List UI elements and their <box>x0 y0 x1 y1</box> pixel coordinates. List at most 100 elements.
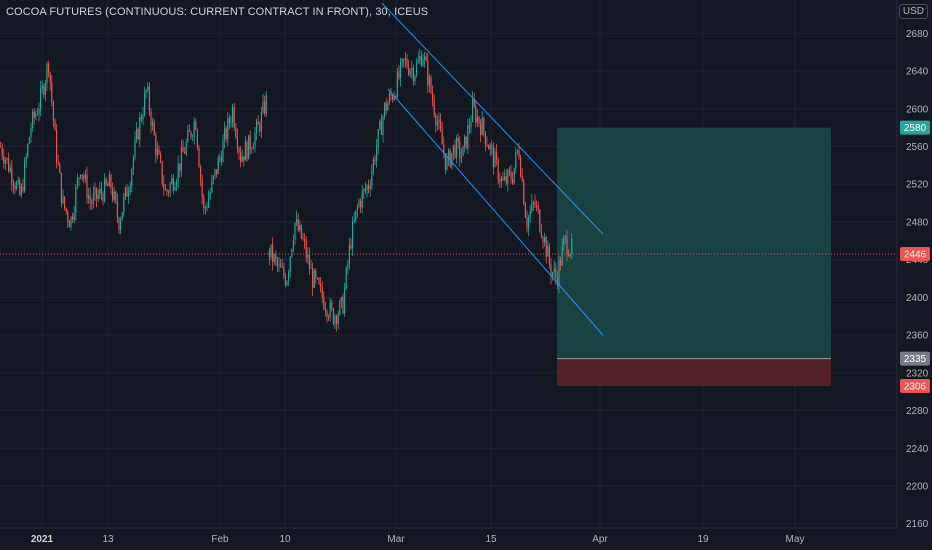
candle-body <box>304 239 306 242</box>
candle-body <box>492 146 494 168</box>
candle-body <box>497 159 499 180</box>
candle-body <box>539 209 541 232</box>
candle-body <box>243 156 245 161</box>
candle-body <box>323 297 325 309</box>
candle-body <box>331 302 333 309</box>
candle-body <box>513 167 515 184</box>
candle-body <box>78 177 80 179</box>
price-label-bg <box>900 247 930 262</box>
candle-body <box>113 191 115 200</box>
candle-body <box>0 146 2 148</box>
candle-body <box>419 55 421 60</box>
candle-body <box>526 217 528 229</box>
candle-body <box>254 132 256 147</box>
candle-body <box>153 122 155 136</box>
candle-body <box>38 109 40 115</box>
candle-body <box>452 144 454 153</box>
candle-body <box>364 188 366 191</box>
candle-body <box>224 128 226 141</box>
candle-body <box>136 128 138 140</box>
candle-body <box>72 216 74 220</box>
candle-body <box>504 176 506 181</box>
chart-title: COCOA FUTURES (CONTINUOUS: CURRENT CONTR… <box>6 6 429 18</box>
candle-body <box>412 68 414 82</box>
candle-body <box>427 60 429 86</box>
x-tick-label: 19 <box>697 534 709 545</box>
x-tick-label: Feb <box>211 534 229 545</box>
candle-body <box>366 185 368 191</box>
candle-body <box>176 181 178 188</box>
candle-body <box>155 135 157 156</box>
candle-body <box>456 138 458 158</box>
candle-body <box>448 150 450 159</box>
candle-body <box>478 116 480 124</box>
candle-body <box>388 93 390 104</box>
candle-body <box>97 194 99 199</box>
candle-body <box>190 131 192 137</box>
candle-body <box>387 103 389 111</box>
candle-body <box>340 297 342 301</box>
candle-body <box>25 156 27 162</box>
candle-body <box>403 59 405 60</box>
candle-body <box>192 136 194 138</box>
candle-body <box>268 250 270 258</box>
candle-body <box>171 178 173 184</box>
candle-body <box>134 139 136 158</box>
candle-body <box>571 238 573 254</box>
candle-body <box>307 254 309 258</box>
candle-body <box>470 121 472 128</box>
candle-body <box>444 153 446 170</box>
candle-body <box>8 158 10 172</box>
candle-body <box>507 170 509 184</box>
candle-body <box>177 163 179 182</box>
x-tick-label: Apr <box>592 534 608 545</box>
candle-body <box>257 121 259 125</box>
candle-body <box>180 147 182 171</box>
candle-body <box>443 144 445 154</box>
price-label-bg <box>900 120 930 135</box>
candle-body <box>545 237 547 257</box>
candle-body <box>392 95 394 100</box>
candle-body <box>496 151 498 160</box>
candle-body <box>396 71 398 98</box>
candle-body <box>264 101 266 114</box>
y-tick-label: 2640 <box>906 67 929 78</box>
candle-body <box>201 179 203 197</box>
candle-body <box>488 145 490 150</box>
candle-body <box>211 180 213 192</box>
candle-body <box>344 288 346 314</box>
candle-body <box>468 125 470 128</box>
candle-body <box>203 196 205 208</box>
candle-body <box>400 61 402 79</box>
candle-body <box>494 151 496 168</box>
candle-body <box>296 218 298 223</box>
candle-body <box>225 128 227 140</box>
candle-body <box>473 99 475 107</box>
candle-body <box>398 71 400 79</box>
candle-body <box>518 150 520 158</box>
candle-body <box>532 202 534 204</box>
candle-body <box>73 212 75 220</box>
candle-body <box>185 141 187 154</box>
candle-body <box>198 147 200 168</box>
candle-body <box>505 176 507 184</box>
candle-body <box>251 149 253 150</box>
candle-body <box>312 267 314 288</box>
candle-body <box>107 184 109 187</box>
candle-body <box>131 169 133 186</box>
candle-body <box>20 186 22 195</box>
candle-body <box>84 174 86 179</box>
candle-body <box>491 145 493 147</box>
candle-body <box>129 185 131 193</box>
currency-badge[interactable]: USD <box>898 4 928 19</box>
candle-body <box>436 122 438 126</box>
candle-body <box>544 237 546 243</box>
candle-body <box>49 72 51 83</box>
candle-body <box>483 117 485 132</box>
candle-body <box>67 211 69 222</box>
candle-body <box>214 169 216 177</box>
candle-body <box>108 174 110 187</box>
candle-body <box>88 195 90 199</box>
candle-body <box>232 106 234 123</box>
